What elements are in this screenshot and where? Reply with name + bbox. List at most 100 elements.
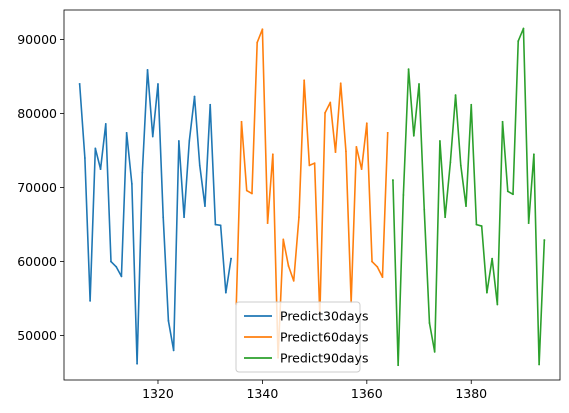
data-point [355, 146, 357, 148]
data-point [288, 265, 290, 267]
data-point [434, 351, 436, 353]
data-point [329, 102, 331, 104]
data-point [110, 261, 112, 263]
data-point [366, 122, 368, 124]
data-point [147, 69, 149, 71]
y-tick-label: 50000 [17, 328, 57, 343]
data-point [413, 135, 415, 137]
data-point [376, 266, 378, 268]
data-point [308, 165, 310, 167]
data-point [79, 83, 81, 85]
data-point [392, 179, 394, 181]
data-point [105, 123, 107, 125]
y-tick-label: 80000 [17, 106, 57, 121]
data-point [397, 364, 399, 366]
data-point [282, 239, 284, 241]
data-point [496, 304, 498, 306]
data-point [486, 292, 488, 294]
data-point [173, 350, 175, 352]
legend-label: Predict60days [280, 330, 368, 345]
legend-label: Predict90days [280, 351, 368, 366]
data-point [470, 104, 472, 106]
data-point [455, 94, 457, 96]
data-point [538, 364, 540, 366]
data-point [507, 190, 509, 192]
data-point [121, 276, 123, 278]
data-point [256, 42, 258, 44]
data-point [387, 132, 389, 134]
data-point [131, 183, 133, 185]
x-tick-label: 1380 [455, 386, 487, 401]
data-point [225, 292, 227, 294]
y-tick-label: 90000 [17, 32, 57, 47]
x-tick-label: 1320 [142, 386, 174, 401]
data-point [115, 266, 117, 268]
data-point [523, 28, 525, 30]
data-point [209, 104, 211, 106]
data-point [293, 280, 295, 282]
data-point [444, 216, 446, 218]
data-point [262, 28, 264, 30]
data-point [423, 209, 425, 211]
data-point [136, 363, 138, 365]
x-tick-label: 1360 [351, 386, 383, 401]
data-point [215, 224, 217, 226]
data-point [94, 147, 96, 149]
data-point [382, 276, 384, 278]
data-point [84, 157, 86, 159]
data-point [324, 112, 326, 114]
data-point [543, 239, 545, 241]
data-point [89, 300, 91, 302]
data-point [178, 140, 180, 142]
data-point [408, 68, 410, 70]
data-point [481, 225, 483, 227]
data-point [340, 82, 342, 84]
data-point [272, 153, 274, 155]
data-point [194, 96, 196, 98]
data-point [188, 140, 190, 142]
data-point [183, 216, 185, 218]
data-point [402, 194, 404, 196]
data-point [204, 205, 206, 207]
data-point [199, 165, 201, 167]
data-point [476, 224, 478, 226]
data-point [152, 136, 154, 138]
data-point [345, 150, 347, 152]
data-point [303, 79, 305, 81]
data-point [230, 258, 232, 260]
data-point [439, 140, 441, 142]
data-point [126, 132, 128, 134]
data-point [460, 165, 462, 167]
data-point [314, 162, 316, 164]
data-point [429, 322, 431, 324]
data-point [241, 121, 243, 123]
data-point [246, 190, 248, 192]
data-point [528, 222, 530, 224]
data-point [298, 216, 300, 218]
data-point [502, 121, 504, 123]
y-tick-label: 60000 [17, 254, 57, 269]
data-point [465, 205, 467, 207]
legend-label: Predict30days [280, 309, 368, 324]
data-point [251, 193, 253, 195]
data-point [533, 153, 535, 155]
data-point [491, 258, 493, 260]
data-point [512, 193, 514, 195]
data-point [157, 83, 159, 85]
data-point [220, 224, 222, 226]
data-point [267, 222, 269, 224]
x-tick-label: 1340 [246, 386, 278, 401]
data-point [335, 151, 337, 153]
data-point [418, 83, 420, 85]
data-point [162, 216, 164, 218]
data-point [449, 162, 451, 164]
data-point [361, 168, 363, 170]
y-tick-label: 70000 [17, 180, 57, 195]
data-point [168, 320, 170, 322]
data-point [141, 172, 143, 174]
data-point [100, 168, 102, 170]
data-point [371, 261, 373, 263]
legend: Predict30days Predict60days Predict90days [236, 302, 368, 372]
data-point [517, 40, 519, 42]
